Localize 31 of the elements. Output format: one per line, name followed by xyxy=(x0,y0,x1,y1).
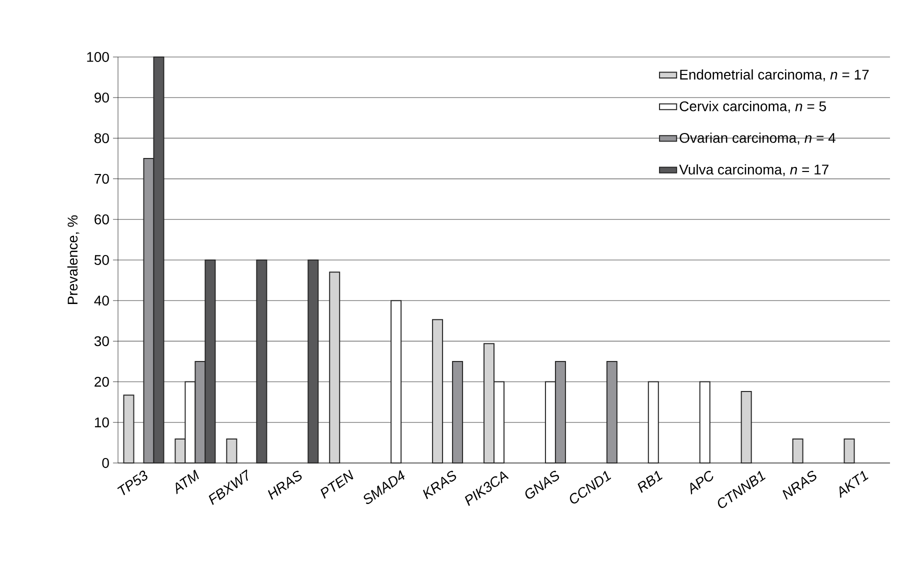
bar xyxy=(329,272,340,464)
legend-label: Vulva carcinoma, n = 17 xyxy=(679,164,828,176)
y-tick-label: 50 xyxy=(94,255,109,265)
y-tick-label: 20 xyxy=(94,376,109,387)
y-tick-label: 0 xyxy=(102,458,109,468)
bar xyxy=(256,259,268,464)
bar xyxy=(844,438,855,464)
y-tick-label: 40 xyxy=(94,296,109,306)
bar xyxy=(432,319,444,464)
bar xyxy=(308,259,319,464)
bar xyxy=(226,438,238,464)
bar xyxy=(792,438,804,464)
legend-label: Endometrial carcinoma, n = 17 xyxy=(680,69,869,82)
bar xyxy=(740,391,752,464)
bar xyxy=(390,300,402,464)
bar xyxy=(699,381,710,464)
x-tick-label: RB1 xyxy=(638,470,662,493)
y-tick-label: 100 xyxy=(87,52,109,62)
y-tick-label: 60 xyxy=(94,214,109,224)
y-tick-label: 90 xyxy=(94,92,109,103)
y-tick-label: 10 xyxy=(94,417,109,428)
bar xyxy=(452,360,464,464)
y-tick-label: 30 xyxy=(94,336,109,346)
y-axis-title: Prevalence, % xyxy=(67,215,80,304)
y-tick-label: 80 xyxy=(94,133,109,144)
bar xyxy=(123,394,134,464)
legend-label: Ovarian carcinoma, n = 4 xyxy=(680,132,836,145)
bar xyxy=(606,360,618,464)
legend-label: Cervix carcinoma, n = 5 xyxy=(680,100,826,113)
y-tick-label: 70 xyxy=(94,174,109,184)
bar xyxy=(648,381,659,464)
